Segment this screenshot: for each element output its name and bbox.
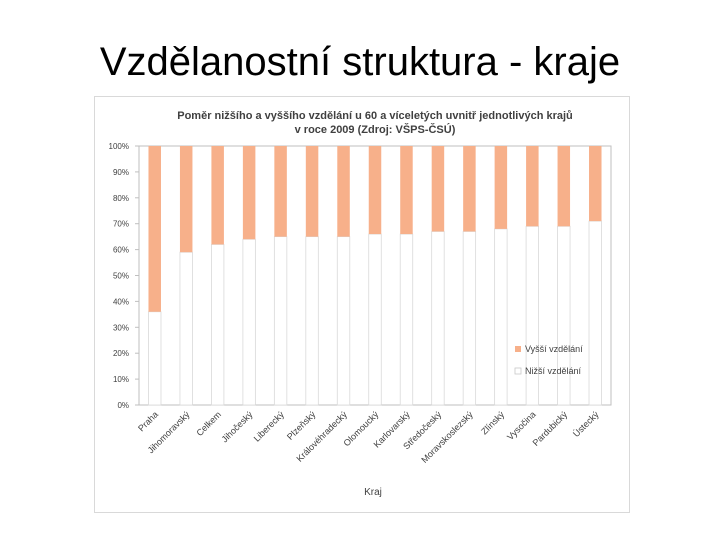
bar-segment-nizsi <box>431 231 445 406</box>
bar-segment-vyssi <box>211 146 224 245</box>
chart-subtitle: v roce 2009 (Zdroj: VŠPS-ČSÚ) <box>295 123 456 136</box>
bar-segment-vyssi <box>463 146 476 232</box>
bar-segment-vyssi <box>242 146 256 240</box>
bar-segment-nizsi <box>399 233 414 406</box>
bar-segment-nizsi <box>557 225 571 406</box>
bar-segment-nizsi <box>588 220 602 406</box>
chart-frame: Poměr nižšího a vyššího vzdělání u 60 a … <box>94 96 630 513</box>
slide-title: Vzdělanostní struktura - kraje <box>99 40 621 84</box>
bar-segment-vyssi <box>179 146 193 253</box>
bar-segment-nizsi <box>242 238 256 406</box>
y-tick-label: 80% <box>113 194 129 203</box>
stacked-bar-chart: Poměr nižšího a vyššího vzdělání u 60 a … <box>109 110 612 498</box>
y-tick-label: 10% <box>113 375 129 384</box>
y-tick-label: 40% <box>113 297 129 306</box>
bar-segment-nizsi <box>462 231 477 406</box>
y-tick-label: 0% <box>117 401 129 410</box>
x-tick-label: Pardubický <box>531 409 570 448</box>
bar-segment-nizsi <box>179 251 193 406</box>
bar-segment-nizsi <box>525 225 539 406</box>
y-tick-label: 70% <box>113 220 129 229</box>
bar-segment-vyssi <box>400 146 413 235</box>
bar-segment-vyssi <box>431 146 445 232</box>
y-tick-label: 90% <box>113 168 129 177</box>
chart-title: Poměr nižšího a vyššího vzdělání u 60 a … <box>177 110 573 122</box>
bar-segment-vyssi <box>526 146 539 227</box>
bar-segment-nizsi <box>148 311 162 406</box>
bar-segment-vyssi <box>305 146 319 237</box>
legend-label-vyssi: Vyšší vzdělání <box>525 344 583 354</box>
legend-label-nizsi: Nižší vzdělání <box>525 366 582 376</box>
x-tick-label: Celkem <box>194 409 223 438</box>
x-tick-label: Vysočina <box>505 409 538 442</box>
x-axis-title: Kraj <box>364 487 382 498</box>
bar-segment-vyssi <box>557 146 571 227</box>
bar-segment-vyssi <box>494 146 508 229</box>
x-tick-label: Liberecký <box>252 409 287 444</box>
bar-segment-vyssi <box>368 146 382 235</box>
bar-segment-nizsi <box>494 228 508 406</box>
y-tick-label: 30% <box>113 323 129 332</box>
legend-swatch-nizsi <box>514 367 522 375</box>
bar-segment-vyssi <box>148 146 161 312</box>
y-tick-label: 20% <box>113 349 129 358</box>
bar-segment-vyssi <box>337 146 350 237</box>
bar-segment-nizsi <box>368 233 382 406</box>
x-tick-label: Zlínský <box>479 409 507 437</box>
bar-segment-vyssi <box>589 146 602 222</box>
bar-segment-nizsi <box>273 236 288 406</box>
x-tick-label: Praha <box>136 409 160 433</box>
bar-segment-vyssi <box>274 146 287 237</box>
y-tick-label: 60% <box>113 246 129 255</box>
x-tick-label: Jihočeský <box>220 409 255 444</box>
bar-segment-nizsi <box>211 244 225 406</box>
y-tick-label: 50% <box>113 272 129 281</box>
x-tick-label: Ústecký <box>571 409 601 439</box>
y-tick-label: 100% <box>109 142 129 151</box>
bar-segment-nizsi <box>305 236 319 406</box>
legend-swatch-vyssi <box>515 346 521 352</box>
bar-segment-nizsi <box>336 236 351 406</box>
